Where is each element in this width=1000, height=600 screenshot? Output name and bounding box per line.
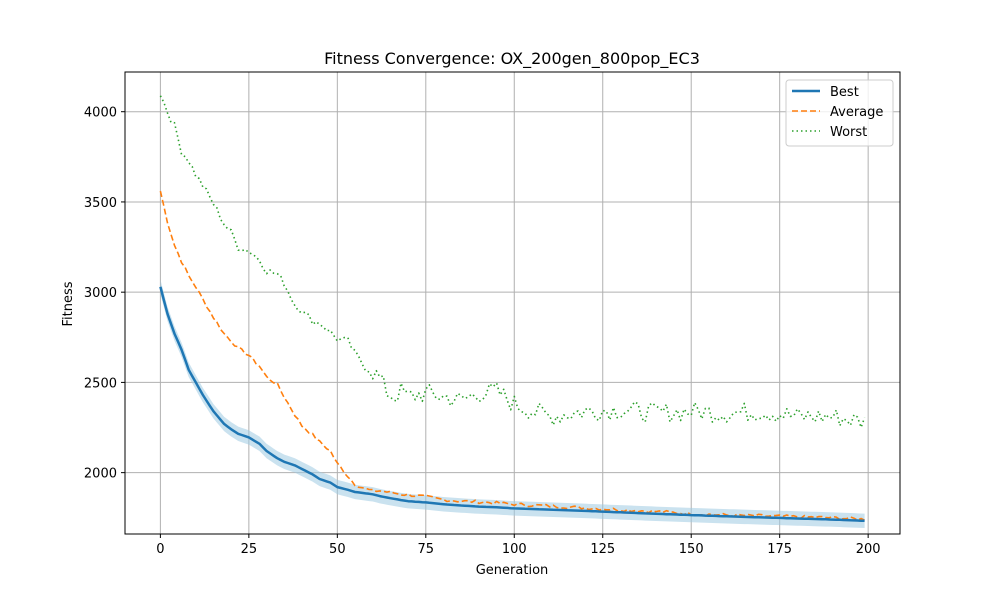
legend-label-average: Average [830, 105, 883, 120]
series-line-worst [159, 95, 866, 429]
chart-title: Fitness Convergence: OX_200gen_800pop_EC… [324, 49, 700, 69]
y-axis-ticks: 2000 2500 3000 3500 4000 [84, 106, 125, 482]
grid-lines [125, 72, 900, 534]
x-axis-ticks: 0 25 50 75 100 125 150 175 200 [156, 534, 881, 557]
x-tick-label: 0 [156, 542, 164, 557]
x-tick-label: 175 [767, 542, 792, 557]
y-tick-label: 3500 [84, 196, 117, 211]
series-line-average [159, 190, 865, 522]
legend-label-worst: Worst [830, 125, 867, 140]
y-axis-label: Fitness [61, 281, 76, 326]
x-tick-label: 150 [679, 542, 704, 557]
x-axis-label: Generation [476, 563, 549, 578]
y-tick-label: 4000 [84, 106, 117, 121]
x-tick-label: 25 [241, 542, 258, 557]
series-line-best [159, 286, 865, 523]
plot-frame [124, 71, 901, 535]
y-tick-label: 2500 [84, 376, 117, 391]
x-tick-label: 125 [590, 542, 615, 557]
x-tick-label: 100 [502, 542, 527, 557]
series-lines [159, 95, 866, 523]
y-tick-label: 2000 [84, 467, 117, 482]
y-tick-label: 3000 [84, 286, 117, 301]
legend-label-best: Best [830, 85, 859, 100]
x-tick-label: 200 [856, 542, 881, 557]
legend: Best Average Worst [785, 79, 894, 147]
x-tick-label: 50 [329, 542, 346, 557]
legend-box [785, 79, 894, 147]
x-tick-label: 75 [418, 542, 435, 557]
